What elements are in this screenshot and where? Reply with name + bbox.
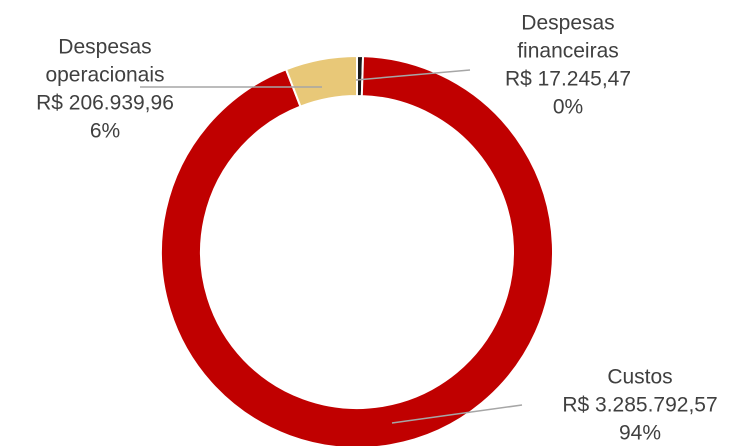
percent-label: 94% [619, 422, 661, 445]
slice [284, 54, 358, 108]
leader-line [391, 404, 523, 424]
value-label: R$ 206.939,96 [36, 92, 174, 115]
value-label: R$ 17.245,47 [505, 68, 631, 91]
slice-label: Despesas [58, 36, 151, 59]
slice-label: Despesas [521, 12, 614, 35]
percent-label: 6% [90, 120, 120, 143]
percent-label: 0% [553, 96, 583, 119]
value-label: R$ 3.285.792,57 [562, 394, 717, 417]
slice-label: financeiras [517, 40, 619, 63]
leader-line [355, 69, 471, 81]
slice [160, 55, 554, 446]
slice-label: Custos [607, 366, 672, 389]
slice-label: operacionais [45, 64, 164, 87]
